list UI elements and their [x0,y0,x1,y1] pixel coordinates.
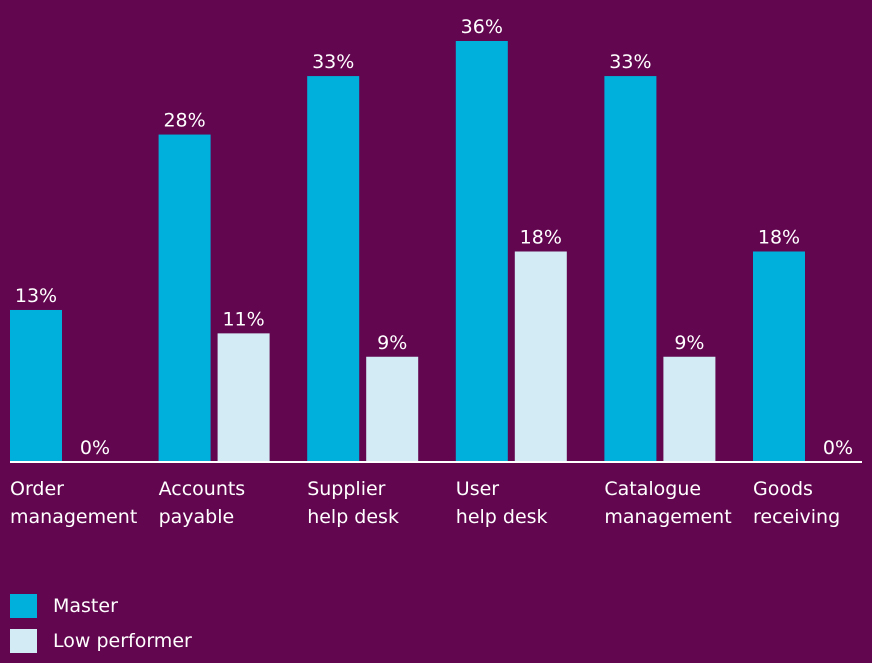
x-tick-label-accounts-payable-line-1: Accounts [159,478,246,500]
bar-master-catalogue-management [604,76,657,462]
x-tick-label-goods-receiving-line-1: Goods [753,478,813,500]
data-label-low-performer-supplier-help-desk: 9% [377,332,407,354]
x-tick-label-supplier-help-desk-line-1: Supplier [307,478,385,500]
data-label-low-performer-accounts-payable: 11% [222,308,264,330]
x-tick-label-catalogue-management-line-2: management [604,506,731,528]
data-label-master-order-management: 13% [15,285,57,307]
bar-master-order-management [10,309,62,462]
legend-label-master: Master [53,595,118,617]
data-label-low-performer-order-management: 0% [80,437,110,459]
legend-label-low-performer: Low performer [53,630,192,652]
bar-master-accounts-payable [158,134,211,463]
bar-low-performer-catalogue-management [663,356,716,462]
legend-item-master: Master [10,594,192,618]
x-tick-label-supplier-help-desk-line-2: help desk [307,506,399,528]
x-tick-label-user-help-desk-line-2: help desk [456,506,548,528]
data-label-master-user-help-desk: 36% [461,16,503,38]
x-tick-label-user-help-desk-line-1: User [456,478,499,500]
legend-item-low-performer: Low performer [10,629,192,653]
x-tick-label-order-management-line-1: Order [10,478,64,500]
bar-low-performer-user-help-desk [514,251,567,462]
data-label-master-accounts-payable: 28% [163,110,205,132]
legend-swatch-master [10,594,37,618]
data-label-master-supplier-help-desk: 33% [312,51,354,73]
bar-master-user-help-desk [455,41,508,462]
bar-low-performer-accounts-payable [217,333,270,462]
x-tick-label-order-management-line-2: management [10,506,137,528]
data-label-low-performer-user-help-desk: 18% [520,227,562,249]
x-tick-label-catalogue-management-line-1: Catalogue [604,478,701,500]
data-label-master-catalogue-management: 33% [609,51,651,73]
bar-master-supplier-help-desk [307,76,360,462]
data-label-low-performer-catalogue-management: 9% [674,332,704,354]
bar-low-performer-supplier-help-desk [366,356,419,462]
x-tick-label-goods-receiving-line-2: receiving [753,506,840,528]
bar-chart: 13% 0% Order management 28% 11% Accounts payabl… [10,16,862,528]
legend-swatch-low-performer [10,629,37,653]
x-tick-label-accounts-payable-line-2: payable [159,506,235,528]
bar-master-goods-receiving [753,251,805,462]
data-label-master-goods-receiving: 18% [758,227,800,249]
legend: Master Low performer [10,594,192,663]
data-label-low-performer-goods-receiving: 0% [823,437,853,459]
